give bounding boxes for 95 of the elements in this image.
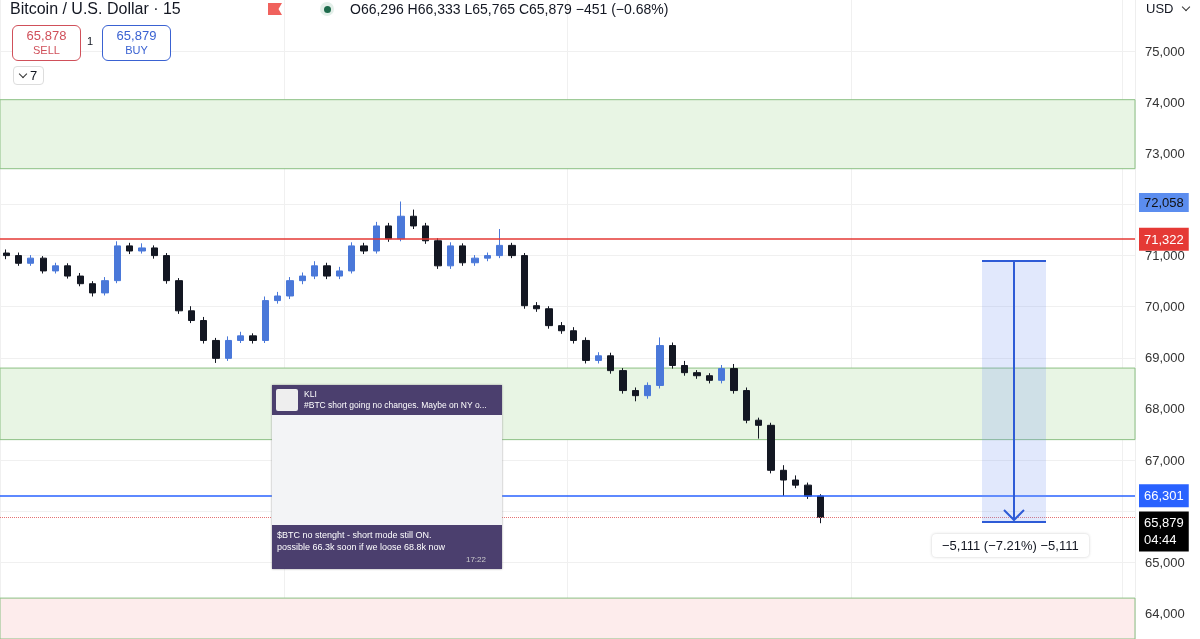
candlestick [607,352,614,375]
y-tick-label: 70,000 [1145,299,1185,315]
candlestick [471,254,479,267]
candlestick [336,266,343,280]
text: 72,058 [1144,195,1184,210]
candlestick [533,301,540,313]
candlestick [27,254,34,267]
annotation: 65,879 [115,28,158,43]
candlestick [644,381,651,400]
candlestick [163,252,170,285]
candlestick [447,241,454,270]
text: 04:44 [1144,532,1177,548]
candlestick [656,336,664,390]
y-tick-label: 75,000 [1145,43,1185,59]
y-tick-label: 67,000 [1145,452,1185,468]
candlestick [619,367,627,395]
candlestick [286,276,294,300]
candlestick [52,262,59,274]
candlestick [3,248,10,260]
candlestick [373,221,380,255]
candlestick [595,351,602,364]
candlestick [237,331,244,344]
y-tick-label: 68,000 [1145,401,1185,417]
candlestick [114,240,121,284]
candlestick [496,228,503,259]
y-tick-label: 71,000 [1145,248,1185,264]
annotation: SELL [32,43,61,58]
y-tick-label: 69,000 [1145,350,1185,366]
candlestick [40,255,47,274]
candlestick [262,296,269,344]
candlestick [77,272,84,287]
candlestick [101,276,109,296]
y-tick-label: 74,000 [1145,94,1185,110]
candlestick [484,252,491,262]
candlestick [508,242,516,259]
candlestick [200,316,207,345]
candlestick [360,242,368,255]
y-tick-label: 65,000 [1145,554,1185,570]
annotation: #BTC short going no changes. Maybe on NY o... [304,400,487,411]
candlestick [385,222,392,243]
candlestick [225,335,232,362]
candlestick [249,332,257,345]
candlestick [792,474,799,489]
annotation: −5,111 (−7.21%) −5,111 [932,534,1089,557]
candlestick [126,242,133,255]
candlestick [743,386,750,424]
candlestick [274,291,281,305]
candlestick [397,201,405,242]
candlestick [212,337,220,364]
annotation: 1 [87,35,94,47]
candlestick [410,209,417,230]
candlestick [817,493,824,524]
ref-line-label: 65,879 [1144,515,1184,531]
candlestick [188,305,195,324]
annotation: $BTC no stenght - short mode still ON. possible 66.3k soon if we loose 68.8k now [277,529,447,553]
candlestick [545,305,553,330]
candlestick [755,417,762,440]
annotation: 65,878 [25,28,68,43]
candlestick [89,280,96,297]
y-tick-label: 73,000 [1145,145,1185,161]
candlestick [570,326,577,345]
candlestick [64,262,71,280]
text: USD [1146,1,1174,16]
candlestick [175,277,183,315]
candlestick [706,372,713,384]
candlestick [138,242,146,255]
ref-line-label: 71,322 [1144,231,1184,247]
annotation: 17:22 [465,554,486,566]
candlestick [434,237,442,270]
candlestick [558,321,565,335]
y-tick-label: 64,000 [1145,605,1185,621]
candlestick [348,241,355,274]
candlestick [311,260,318,280]
candlestick [632,386,639,402]
candlestick [718,364,725,384]
candlestick [730,363,738,395]
annotation: BUY [124,43,149,58]
candlestick [767,422,775,474]
annotation: 7 [30,68,38,83]
annotation: KLI [304,389,318,400]
candlestick [299,271,306,285]
candlestick [780,464,787,497]
candlestick [459,242,466,267]
chart-title: Bitcoin / U.S. Dollar · 15 [10,0,181,18]
chart-subtitle: O66,296 H66,333 L65,765 C65,879 −451 (−0.68%) [350,1,669,17]
candlestick [804,482,812,500]
candlestick [323,262,331,280]
candlestick [151,244,158,260]
candlestick [681,360,688,377]
candlestick [521,252,528,310]
candlestick [15,252,22,267]
candlestick [582,336,590,364]
candlestick [669,342,676,370]
candlestick [693,369,701,380]
ref-line-label: 66,301 [1144,488,1184,504]
